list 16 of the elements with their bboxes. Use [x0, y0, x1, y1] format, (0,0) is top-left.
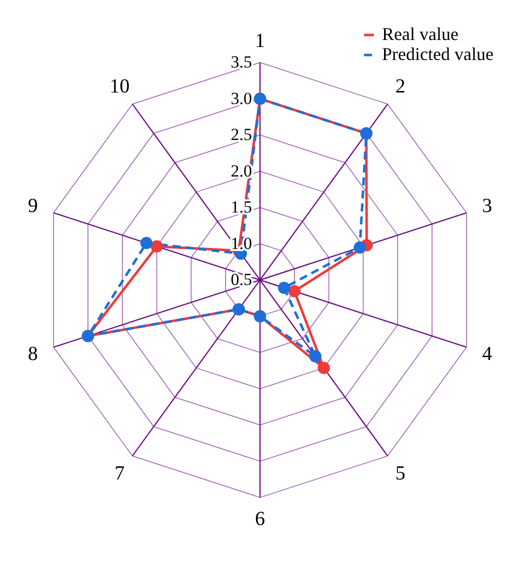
- spoke-label: 10: [110, 75, 130, 98]
- spoke-label: 1: [255, 30, 265, 52]
- spoke-label: 2: [395, 75, 406, 98]
- y-tick-label: 3.0: [230, 88, 252, 108]
- legend-label: Predicted value: [382, 44, 494, 64]
- spoke-label: 8: [28, 342, 38, 365]
- spoke-label: 9: [28, 195, 38, 218]
- spoke-label: 7: [114, 462, 125, 485]
- legend-label: Real value: [382, 24, 458, 44]
- y-tick-label: 2.5: [230, 125, 252, 144]
- spoke-label: 6: [255, 508, 265, 530]
- y-tick-label: 3.5: [230, 52, 252, 72]
- spoke-label: 5: [395, 462, 406, 485]
- y-tick-label: 0.5: [230, 270, 252, 289]
- spoke-label: 4: [482, 342, 492, 365]
- spoke-label: 3: [482, 195, 492, 218]
